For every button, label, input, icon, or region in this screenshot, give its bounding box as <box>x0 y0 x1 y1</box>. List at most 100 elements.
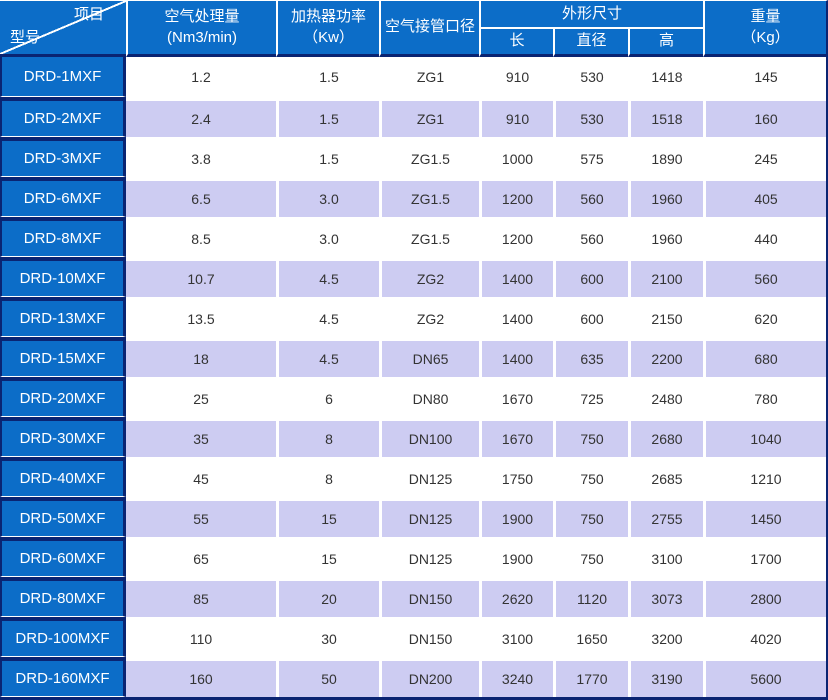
data-cell-pipe-diameter: DN100 <box>379 417 479 457</box>
data-cell-pipe-diameter: ZG2 <box>379 297 479 337</box>
table-row: DRD-1MXF 1.2 1.5 ZG1 910 530 1418 145 <box>0 57 826 97</box>
corner-cell: 项目 型号 <box>0 1 126 57</box>
data-cell-height: 1960 <box>628 177 703 217</box>
row-label-model: DRD-100MXF <box>0 617 126 657</box>
row-label-model: DRD-3MXF <box>0 137 126 177</box>
data-cell-heater-power: 6 <box>276 377 379 417</box>
data-cell-air-capacity: 3.8 <box>126 137 276 177</box>
col-header-heater-power-line2: （Kw） <box>303 28 354 46</box>
data-cell-height: 2200 <box>628 337 703 377</box>
data-cell-height: 2480 <box>628 377 703 417</box>
data-cell-weight: 405 <box>703 177 826 217</box>
col-header-height: 高 <box>628 29 703 57</box>
data-cell-weight: 245 <box>703 137 826 177</box>
data-cell-weight: 160 <box>703 97 826 137</box>
data-cell-heater-power: 15 <box>276 537 379 577</box>
data-cell-length: 1900 <box>479 537 553 577</box>
col-header-air-capacity-line2: (Nm3/min) <box>167 28 237 46</box>
data-cell-length: 3100 <box>479 617 553 657</box>
table-row: DRD-6MXF 6.5 3.0 ZG1.5 1200 560 1960 405 <box>0 177 826 217</box>
table-row: DRD-15MXF 18 4.5 DN65 1400 635 2200 680 <box>0 337 826 377</box>
col-header-weight-line1: 重量 <box>750 8 781 26</box>
col-header-pipe-diameter: 空气接管口径 <box>379 1 479 57</box>
data-cell-air-capacity: 110 <box>126 617 276 657</box>
table-row: DRD-20MXF 25 6 DN80 1670 725 2480 780 <box>0 377 826 417</box>
row-label-model: DRD-15MXF <box>0 337 126 377</box>
data-cell-length: 1400 <box>479 337 553 377</box>
data-cell-weight: 145 <box>703 57 826 97</box>
table-row: DRD-8MXF 8.5 3.0 ZG1.5 1200 560 1960 440 <box>0 217 826 257</box>
data-cell-length: 1200 <box>479 177 553 217</box>
data-cell-weight: 5600 <box>703 657 826 697</box>
data-cell-air-capacity: 6.5 <box>126 177 276 217</box>
table-row: DRD-50MXF 55 15 DN125 1900 750 2755 1450 <box>0 497 826 537</box>
data-cell-weight: 1450 <box>703 497 826 537</box>
data-cell-weight: 620 <box>703 297 826 337</box>
data-cell-heater-power: 50 <box>276 657 379 697</box>
data-cell-pipe-diameter: DN150 <box>379 577 479 617</box>
row-label-model: DRD-2MXF <box>0 97 126 137</box>
data-cell-pipe-diameter: ZG1 <box>379 97 479 137</box>
table-row: DRD-10MXF 10.7 4.5 ZG2 1400 600 2100 560 <box>0 257 826 297</box>
data-cell-air-capacity: 2.4 <box>126 97 276 137</box>
data-cell-pipe-diameter: ZG1.5 <box>379 217 479 257</box>
data-cell-height: 3073 <box>628 577 703 617</box>
data-cell-pipe-diameter: ZG1 <box>379 57 479 97</box>
data-cell-length: 3240 <box>479 657 553 697</box>
data-cell-length: 1670 <box>479 417 553 457</box>
data-cell-pipe-diameter: DN65 <box>379 337 479 377</box>
table-row: DRD-60MXF 65 15 DN125 1900 750 3100 1700 <box>0 537 826 577</box>
data-cell-diameter: 750 <box>553 417 628 457</box>
data-cell-air-capacity: 10.7 <box>126 257 276 297</box>
data-cell-height: 2100 <box>628 257 703 297</box>
table-row: DRD-160MXF 160 50 DN200 3240 1770 3190 5… <box>0 657 826 697</box>
data-cell-heater-power: 15 <box>276 497 379 537</box>
data-cell-diameter: 750 <box>553 457 628 497</box>
data-cell-air-capacity: 45 <box>126 457 276 497</box>
table-row: DRD-40MXF 45 8 DN125 1750 750 2685 1210 <box>0 457 826 497</box>
row-label-model: DRD-13MXF <box>0 297 126 337</box>
diagonal-divider-line <box>0 1 126 54</box>
col-header-air-capacity: 空气处理量 (Nm3/min) <box>126 1 276 57</box>
data-cell-heater-power: 8 <box>276 417 379 457</box>
row-label-model: DRD-30MXF <box>0 417 126 457</box>
table-row: DRD-3MXF 3.8 1.5 ZG1.5 1000 575 1890 245 <box>0 137 826 177</box>
data-cell-heater-power: 8 <box>276 457 379 497</box>
data-cell-diameter: 600 <box>553 297 628 337</box>
data-cell-weight: 440 <box>703 217 826 257</box>
data-cell-diameter: 530 <box>553 57 628 97</box>
data-cell-pipe-diameter: DN80 <box>379 377 479 417</box>
data-cell-length: 910 <box>479 97 553 137</box>
data-cell-diameter: 750 <box>553 497 628 537</box>
data-cell-height: 3100 <box>628 537 703 577</box>
data-cell-air-capacity: 13.5 <box>126 297 276 337</box>
row-label-model: DRD-40MXF <box>0 457 126 497</box>
data-cell-length: 1200 <box>479 217 553 257</box>
data-cell-air-capacity: 55 <box>126 497 276 537</box>
data-cell-heater-power: 4.5 <box>276 297 379 337</box>
data-cell-height: 2680 <box>628 417 703 457</box>
data-cell-height: 1518 <box>628 97 703 137</box>
data-cell-air-capacity: 8.5 <box>126 217 276 257</box>
data-cell-weight: 780 <box>703 377 826 417</box>
data-cell-weight: 1700 <box>703 537 826 577</box>
data-cell-diameter: 725 <box>553 377 628 417</box>
data-cell-diameter: 600 <box>553 257 628 297</box>
table-row: DRD-30MXF 35 8 DN100 1670 750 2680 1040 <box>0 417 826 457</box>
data-cell-height: 1890 <box>628 137 703 177</box>
col-header-heater-power: 加热器功率 （Kw） <box>276 1 379 57</box>
col-header-weight-line2: （Kg） <box>741 28 790 46</box>
table-header: 项目 型号 空气处理量 (Nm3/min) 加热器功率 （Kw） 空气接管口径 … <box>0 1 826 57</box>
table-row: DRD-100MXF 110 30 DN150 3100 1650 3200 4… <box>0 617 826 657</box>
data-cell-height: 2755 <box>628 497 703 537</box>
data-cell-diameter: 560 <box>553 177 628 217</box>
row-label-model: DRD-80MXF <box>0 577 126 617</box>
col-header-length: 长 <box>479 29 553 57</box>
data-cell-height: 1960 <box>628 217 703 257</box>
data-cell-heater-power: 1.5 <box>276 97 379 137</box>
data-cell-length: 2620 <box>479 577 553 617</box>
col-header-heater-power-line1: 加热器功率 <box>290 8 366 26</box>
data-cell-length: 1670 <box>479 377 553 417</box>
